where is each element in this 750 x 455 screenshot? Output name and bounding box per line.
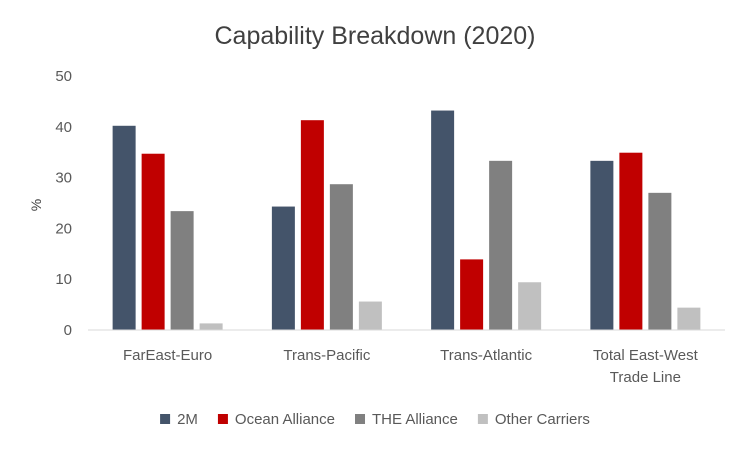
x-tick-label-line: FarEast-Euro	[123, 347, 212, 364]
legend-item: Ocean Alliance	[217, 411, 335, 428]
y-tick-label: 50	[55, 68, 72, 85]
x-tick-label-line: Trans-Pacific	[283, 347, 370, 364]
legend-swatch	[477, 414, 488, 424]
bar	[358, 301, 382, 330]
x-tick-label-line: Trade Line	[610, 369, 681, 386]
bars-group	[112, 110, 701, 330]
bar	[590, 160, 614, 330]
legend-item: Other Carriers	[477, 411, 590, 428]
legend-item: 2M	[160, 411, 198, 428]
legend-swatch	[160, 414, 171, 424]
x-tick-label: FarEast-Euro	[123, 347, 212, 364]
y-tick-label: 40	[55, 119, 72, 136]
legend: 2M Ocean Alliance THE Alliance Other Carrie…	[160, 411, 590, 428]
bar	[677, 307, 701, 330]
legend-swatch	[355, 414, 366, 424]
x-axis-labels: FarEast-Euro Trans-Pacific Trans-Atlantic T…	[123, 347, 699, 386]
y-axis-label: %	[28, 199, 44, 211]
x-tick-label: Total East-West Trade Line	[593, 347, 699, 386]
bar	[112, 125, 136, 330]
x-tick-label: Trans-Atlantic	[440, 347, 532, 364]
y-tick-label: 10	[55, 271, 72, 288]
legend-swatch	[217, 414, 228, 424]
bar	[489, 160, 513, 330]
bar	[199, 323, 223, 330]
legend-label: THE Alliance	[372, 411, 458, 428]
bar	[300, 120, 324, 330]
chart-title: Capability Breakdown (2020)	[214, 22, 535, 50]
bar	[431, 110, 455, 330]
x-tick-label-line: Total East-West	[593, 347, 699, 364]
x-tick-label-line: Trans-Atlantic	[440, 347, 532, 364]
y-tick-label: 30	[55, 170, 72, 187]
legend-label: 2M	[177, 411, 198, 428]
bar	[170, 211, 194, 330]
legend-label: Ocean Alliance	[235, 411, 335, 428]
bar	[460, 259, 484, 330]
bar	[271, 206, 295, 330]
bar	[619, 152, 643, 330]
legend-item: THE Alliance	[355, 411, 458, 428]
bar	[518, 282, 542, 330]
bar	[141, 153, 165, 330]
y-tick-label: 20	[55, 220, 72, 237]
bar	[329, 184, 353, 330]
legend-label: Other Carriers	[495, 411, 590, 428]
y-axis-ticks: 0 10 20 30 40 50	[55, 68, 72, 339]
x-tick-label: Trans-Pacific	[283, 347, 370, 364]
y-tick-label: 0	[64, 322, 72, 339]
bar	[648, 192, 672, 330]
